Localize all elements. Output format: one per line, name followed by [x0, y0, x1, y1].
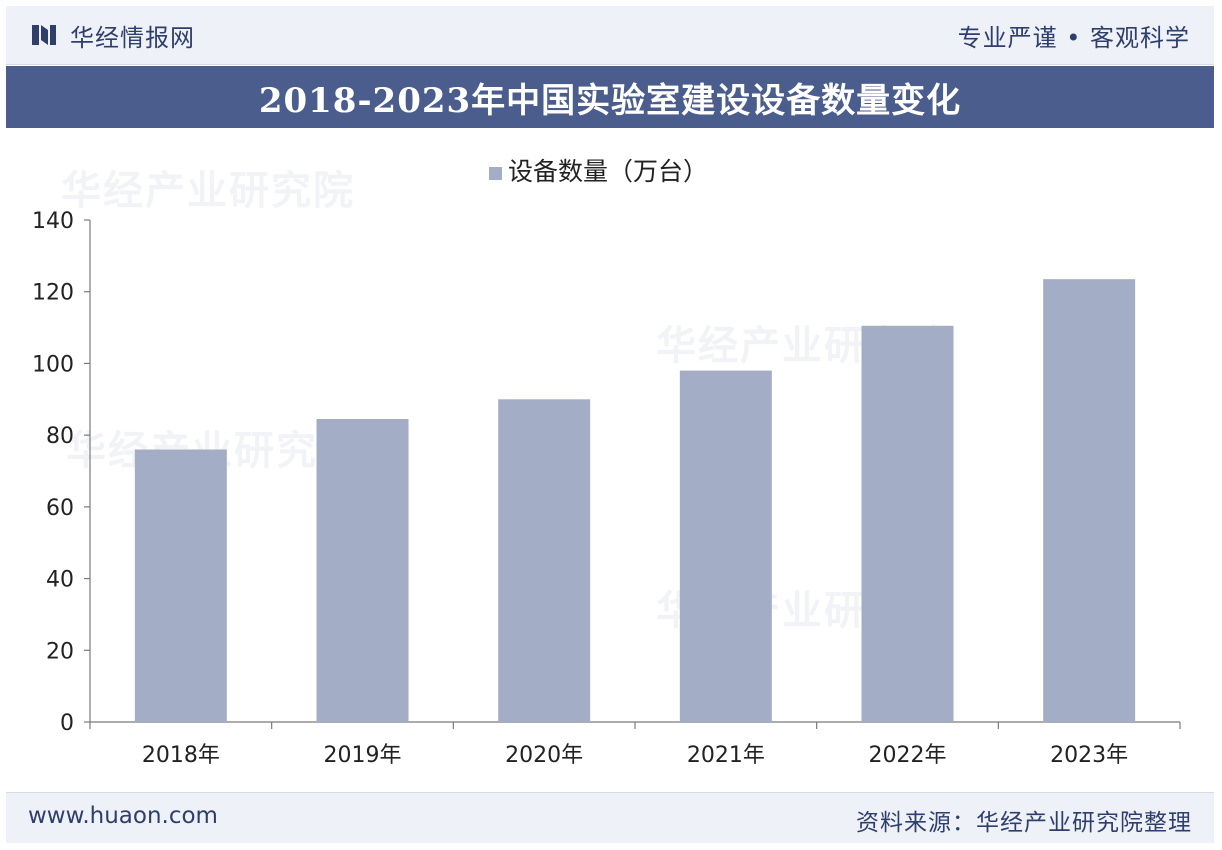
footer-bar: www.huaon.com 资料来源：华经产业研究院整理: [6, 792, 1214, 843]
chart-frame: 华经情报网 专业严谨 • 客观科学 2018-2023年中国实验室建设设备数量变…: [6, 6, 1214, 843]
chart-title: 2018-2023年中国实验室建设设备数量变化: [258, 80, 962, 121]
y-tick-label: 100: [32, 352, 74, 377]
x-axis: 2018年 2019年 2020年 2021年 2022年 2023年: [89, 721, 1181, 768]
header-bar: 华经情报网 专业严谨 • 客观科学: [6, 6, 1214, 65]
y-tick-label: 0: [60, 711, 74, 736]
legend-label: 设备数量（万台）: [508, 157, 708, 186]
bar: [1043, 279, 1136, 722]
y-tick-label: 120: [32, 281, 74, 306]
y-tick-label: 40: [46, 568, 74, 593]
x-tick-label: 2018年: [142, 743, 220, 768]
legend: 设备数量（万台）: [489, 157, 708, 186]
bar: [134, 449, 227, 722]
bar: [498, 399, 591, 722]
y-tick-label: 80: [46, 424, 74, 449]
brand: 华经情报网: [30, 18, 195, 52]
bars: [134, 279, 1136, 722]
bar: [316, 419, 409, 722]
y-axis: 0 20 40 60 80 100 120 140: [32, 209, 91, 736]
bar: [861, 325, 954, 722]
x-tick-label: 2022年: [869, 743, 947, 768]
footer-source: 资料来源：华经产业研究院整理: [856, 810, 1192, 836]
legend-swatch: [489, 167, 502, 180]
x-tick-label: 2019年: [324, 743, 402, 768]
chart-area: 华经产业研究院 华经产业研究院 华经产业研究院 华经产业研究院 设备数量（万台）…: [6, 128, 1214, 788]
y-tick-label: 20: [46, 639, 74, 664]
bar: [679, 370, 772, 722]
x-tick-label: 2023年: [1050, 743, 1128, 768]
brand-name: 华经情报网: [70, 23, 195, 52]
slogan: 专业严谨 • 客观科学: [957, 23, 1190, 52]
y-tick-label: 60: [46, 496, 74, 521]
x-tick-label: 2020年: [505, 743, 583, 768]
title-band: 2018-2023年中国实验室建设设备数量变化: [6, 66, 1214, 128]
footer-url: www.huaon.com: [28, 803, 218, 829]
brand-logo-icon: [32, 25, 56, 45]
x-tick-label: 2021年: [687, 743, 765, 768]
y-tick-label: 140: [32, 209, 74, 234]
